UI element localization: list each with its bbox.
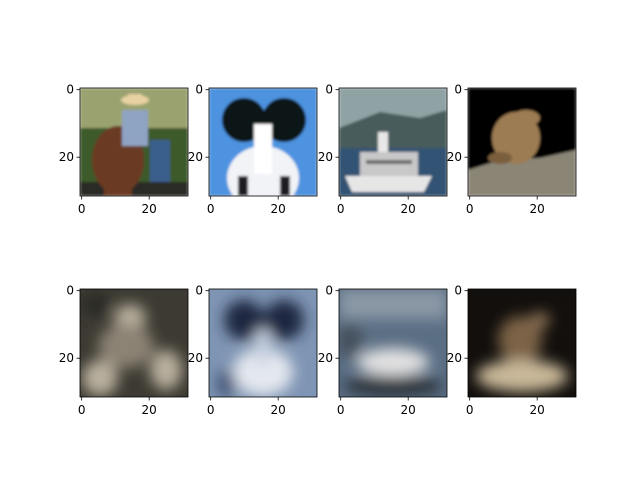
blurry-frog-reconstruction (468, 289, 576, 397)
x-tick-label: 20 (401, 403, 416, 417)
axes-frame (338, 87, 448, 197)
x-tick-label: 0 (207, 202, 215, 216)
y-tick-label: 20 (318, 150, 333, 164)
y-tick-label: 20 (188, 150, 203, 164)
y-tick-label: 20 (59, 351, 74, 365)
horse-rider-photo (80, 88, 188, 196)
x-tick-label: 20 (530, 202, 545, 216)
x-tick-label: 20 (401, 202, 416, 216)
y-tick-label: 0 (325, 83, 333, 97)
axes-frame (79, 87, 189, 197)
x-tick-label: 20 (142, 202, 157, 216)
ship-photo (339, 88, 447, 196)
x-tick-label: 20 (271, 403, 286, 417)
axes-panel-3: 0 20 0 20 (318, 83, 448, 216)
x-tick-label: 0 (466, 202, 474, 216)
x-tick-label: 20 (530, 403, 545, 417)
y-tick-label: 20 (59, 150, 74, 164)
x-tick-label: 0 (207, 403, 215, 417)
axes-frame (338, 288, 448, 398)
blurry-dog-reconstruction (209, 289, 317, 397)
x-tick-label: 0 (78, 403, 86, 417)
y-tick-label: 20 (447, 150, 462, 164)
y-tick-label: 20 (447, 351, 462, 365)
axes-panel-5: 0 20 0 20 (59, 284, 189, 417)
axes-panel-6: 0 20 0 20 (188, 284, 318, 417)
x-tick-label: 0 (466, 403, 474, 417)
axes-frame (208, 288, 318, 398)
axes-frame (79, 288, 189, 398)
x-tick-label: 20 (271, 202, 286, 216)
y-tick-label: 0 (66, 284, 74, 298)
x-tick-label: 0 (337, 403, 345, 417)
y-tick-label: 0 (454, 83, 462, 97)
axes-frame (208, 87, 318, 197)
axes-frame (467, 87, 577, 197)
axes-panel-2: 0 20 0 20 (188, 83, 318, 216)
x-tick-label: 0 (78, 202, 86, 216)
x-tick-label: 0 (337, 202, 345, 216)
blurry-horse-reconstruction (80, 289, 188, 397)
y-tick-label: 0 (195, 284, 203, 298)
axes-panel-8: 0 20 0 20 (447, 284, 577, 417)
y-tick-label: 20 (188, 351, 203, 365)
y-tick-label: 0 (454, 284, 462, 298)
y-tick-label: 0 (325, 284, 333, 298)
axes-panel-1: 0 20 0 20 (59, 83, 189, 216)
axes-panel-7: 0 20 0 20 (318, 284, 448, 417)
axes-panel-4: 0 20 0 20 (447, 83, 577, 216)
y-tick-label: 0 (195, 83, 203, 97)
axes-frame (467, 288, 577, 398)
y-tick-label: 20 (318, 351, 333, 365)
frog-photo (468, 88, 576, 196)
y-tick-label: 0 (66, 83, 74, 97)
x-tick-label: 20 (142, 403, 157, 417)
blurry-ship-reconstruction (339, 289, 447, 397)
papillon-dog-photo (209, 88, 317, 196)
